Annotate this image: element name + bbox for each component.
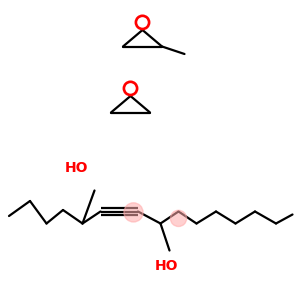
Circle shape [124,203,143,222]
Text: HO: HO [154,260,178,274]
Circle shape [170,210,187,226]
Text: HO: HO [65,161,88,176]
